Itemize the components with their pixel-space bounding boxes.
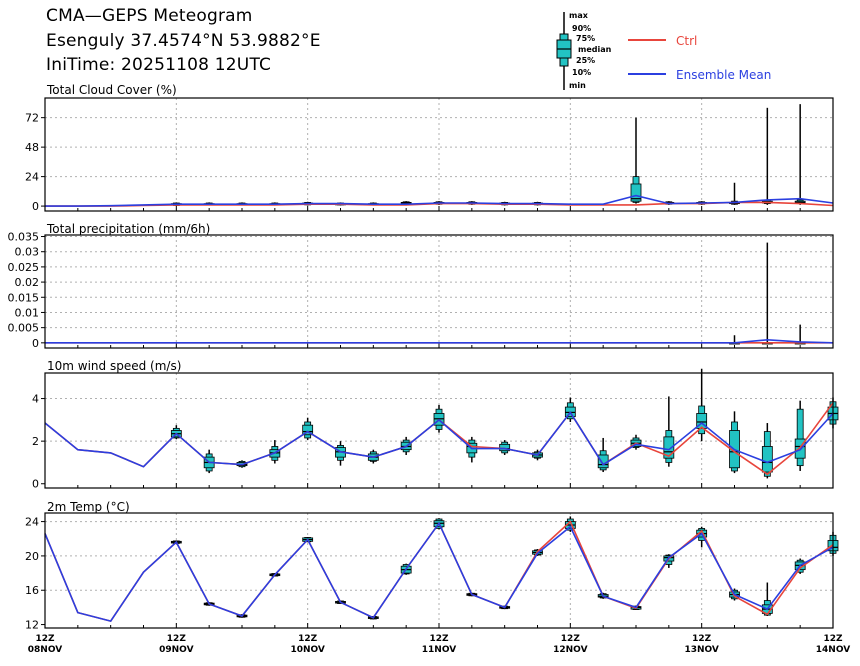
legend-label-max: max: [569, 11, 589, 20]
box-p25-p75: [761, 446, 773, 473]
y-tick-label: 16: [25, 584, 39, 597]
box-wind: [729, 411, 740, 474]
box-cloud: [761, 107, 773, 205]
box-p25-p75: [302, 424, 314, 436]
x-tick-label-date: 14NOV: [816, 645, 850, 655]
x-tick-label-date: 13NOV: [684, 645, 718, 655]
y-tick-label: 24: [25, 516, 39, 529]
y-tick-label: 48: [25, 141, 39, 154]
y-tick-label: 0.01: [15, 306, 40, 319]
x-tick-label-time: 12Z: [823, 634, 843, 644]
x-tick-label-time: 12Z: [298, 634, 318, 644]
box-wind: [761, 423, 773, 479]
x-tick-label-time: 12Z: [429, 634, 449, 644]
legend-label-p90: 90%: [572, 24, 591, 33]
y-tick-label: 0: [32, 337, 39, 350]
y-tick-label: 4: [32, 393, 39, 406]
box-cloud: [794, 104, 806, 205]
box-wind: [794, 400, 806, 471]
init-time: IniTime: 20251108 12UTC: [46, 55, 272, 75]
x-tick-label-time: 12Z: [167, 634, 187, 644]
x-tick-label-time: 12Z: [35, 634, 55, 644]
box-p25-p75: [630, 183, 642, 202]
x-tick-label-date: 12NOV: [553, 645, 587, 655]
box-temp: [564, 516, 576, 532]
ctrl-series-line: [44, 520, 834, 623]
legend-mean-label: Ensemble Mean: [676, 68, 771, 82]
box-wind: [335, 441, 346, 466]
y-tick-label: 20: [25, 550, 39, 563]
box-precip: [761, 242, 773, 345]
x-tick-label-time: 12Z: [692, 634, 712, 644]
y-tick-label: 12: [25, 619, 39, 632]
legend: max 90% 75% median 25% 10% min Ctrl Ense…: [556, 11, 771, 90]
y-tick-label: 0.03: [15, 246, 40, 259]
box-p25-p75: [663, 436, 675, 459]
y-tick-label: 72: [25, 112, 39, 125]
y-tick-label: 24: [25, 171, 39, 184]
y-tick-label: 2: [32, 435, 39, 448]
legend-label-min: min: [569, 81, 586, 90]
box-wind: [269, 440, 281, 464]
legend-label-median: median: [578, 45, 612, 54]
x-tick-label-date: 11NOV: [422, 645, 456, 655]
x-tick-label-date: 10NOV: [290, 645, 324, 655]
box-temp: [761, 582, 773, 616]
ensemble-mean-line: [45, 338, 834, 344]
box-p10-p90: [796, 408, 804, 467]
y-tick-label: 0: [32, 478, 39, 491]
panel-title-precip: Total precipitation (mm/6h): [46, 222, 210, 236]
box-wind: [433, 404, 445, 433]
x-tick-label-date: 08NOV: [28, 645, 62, 655]
box-p25-p75: [597, 454, 609, 469]
y-tick-label: 0.015: [8, 291, 40, 304]
legend-label-p25: 25%: [576, 56, 595, 65]
panel-frame-temp: [44, 512, 834, 629]
ensemble-mean-line: [45, 194, 834, 207]
meteogram-title: CMA—GEPS Meteogram: [46, 6, 253, 26]
box-wind: [696, 368, 708, 442]
panel-temp: 2m Temp (°C) 12 16 20 24: [25, 500, 839, 632]
box-cloud: [630, 117, 642, 204]
panel-cloud: Total Cloud Cover (%) 0 24 48 72: [25, 83, 834, 213]
panel-frame-cloud: [44, 97, 834, 212]
panel-title-wind: 10m wind speed (m/s): [47, 359, 181, 373]
legend-box-sample: [556, 12, 572, 90]
x-tick-label-time: 12Z: [561, 634, 581, 644]
box-wind: [630, 434, 642, 450]
box-wind: [597, 437, 609, 473]
legend-label-p75: 75%: [576, 34, 595, 43]
legend-label-p10: 10%: [572, 68, 591, 77]
ensemble-mean-line: [44, 521, 834, 623]
station-location: Esenguly 37.4574°N 53.9882°E: [46, 31, 321, 51]
legend-ctrl-label: Ctrl: [676, 34, 697, 48]
x-tick-label-date: 09NOV: [159, 645, 193, 655]
panel-wind: 10m wind speed (m/s) 0 2 4: [32, 359, 839, 491]
box-wind: [499, 440, 511, 455]
y-tick-label: 0.025: [8, 261, 40, 274]
panel-precip: Total precipitation (mm/6h) 0 0.005 0.01 0.0…: [8, 222, 834, 350]
box-wind: [663, 396, 675, 467]
y-tick-label: 0.035: [8, 231, 40, 244]
panel-title-temp: 2m Temp (°C): [47, 500, 130, 514]
y-tick-label: 0.02: [15, 276, 40, 289]
y-tick-label: 0: [32, 200, 39, 213]
box-wind: [302, 417, 314, 441]
panel-frame-precip: [44, 234, 834, 349]
panel-frame-wind: [44, 372, 834, 489]
ensemble-mean-line: [44, 411, 834, 468]
panel-title-cloud: Total Cloud Cover (%): [46, 83, 177, 97]
y-tick-label: 0.005: [8, 322, 40, 335]
